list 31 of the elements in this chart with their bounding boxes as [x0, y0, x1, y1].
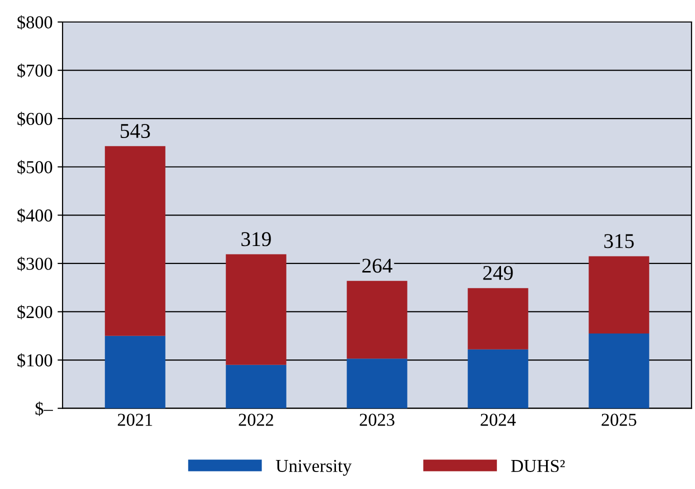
bar [226, 364, 286, 408]
bar [346, 358, 408, 408]
total-label: 264 [362, 258, 392, 273]
total-label: 543 [120, 124, 150, 138]
x-tick-label: 2022 [238, 414, 274, 426]
x-tick-label: 2025 [602, 414, 636, 426]
y-tick-label: $600 [17, 112, 52, 126]
y-tick-label: $700 [17, 63, 52, 78]
bar [346, 280, 408, 359]
y-tick-label: $400 [17, 208, 52, 223]
bar [104, 146, 166, 336]
y-tick-label: $800 [17, 15, 52, 30]
x-tick-label: 2024 [480, 414, 516, 426]
bar [588, 333, 650, 408]
y-tick-label: $100 [17, 353, 52, 368]
y-tick-label: $– [36, 402, 53, 416]
bar [104, 336, 166, 408]
y-tick-label: $300 [17, 256, 52, 272]
y-tick-label: $200 [17, 304, 52, 320]
bar [468, 288, 528, 350]
y-tick-label: $500 [17, 160, 52, 175]
x-tick-label: 2023 [360, 414, 394, 426]
total-label: 319 [241, 232, 271, 246]
legend-label: DUHS² [511, 460, 565, 472]
bar [468, 349, 528, 408]
total-label: 249 [483, 266, 513, 280]
x-tick-label: 2021 [118, 414, 152, 426]
legend-label: University [276, 460, 352, 476]
bar [226, 254, 286, 365]
total-label: 315 [604, 234, 634, 248]
bar [588, 256, 650, 334]
